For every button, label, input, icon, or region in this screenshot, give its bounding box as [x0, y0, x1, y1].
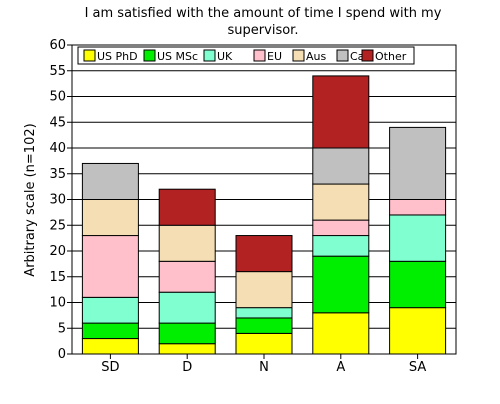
legend-label-uk: UK: [217, 50, 233, 63]
bar-segment-us-phd: [81, 338, 139, 355]
y-axis-label: Arbitrary scale (n=102): [23, 123, 38, 276]
legend-box: [77, 46, 415, 65]
y-tick-label: 10: [49, 296, 66, 311]
bar-segment-aus: [158, 224, 216, 262]
y-tick-label: 40: [49, 141, 66, 156]
y-tick-label: 20: [49, 244, 66, 259]
bar-segment-uk: [235, 307, 293, 319]
bar-segment-us-phd: [312, 312, 370, 355]
bar-segment-ca: [81, 162, 139, 200]
legend-swatch-uk: [203, 49, 216, 62]
legend-label-other: Other: [375, 50, 407, 63]
y-tick-label: 25: [49, 218, 66, 233]
bar-segment-us-phd: [235, 332, 293, 355]
y-tick-label: 60: [49, 38, 66, 53]
tick-labels: 0 5 10 15 20 25 30 35 40 45 50 55 60 SD D N A SA: [49, 38, 426, 375]
legend-swatch-aus: [292, 49, 305, 62]
bar-segment-ca: [312, 147, 370, 185]
x-tick-label: A: [336, 360, 345, 375]
x-tick-label: SA: [409, 360, 426, 375]
bar-segment-uk: [81, 296, 139, 324]
bar-segment-aus: [81, 199, 139, 237]
legend-swatch-ca: [336, 49, 349, 62]
plot-frame: [71, 44, 457, 355]
legend-label-eu: EU: [267, 50, 282, 63]
bar-segment-eu: [158, 260, 216, 293]
y-tick-label: 0: [58, 347, 66, 362]
chart-title-line-2: supervisor.: [228, 23, 299, 38]
bar-segment-us-msc: [312, 255, 370, 314]
legend-label-aus: Aus: [306, 50, 326, 63]
bar-segment-us-msc: [389, 260, 447, 309]
y-tick-label: 5: [58, 321, 66, 336]
y-tick-label: 50: [49, 90, 66, 105]
bar-segment-eu: [81, 235, 139, 298]
legend-label-us-phd: US PhD: [97, 50, 138, 63]
y-tick-label: 35: [49, 167, 66, 182]
bar-segment-ca: [389, 126, 447, 200]
bar-segment-other: [235, 235, 293, 273]
bar-segment-aus: [312, 183, 370, 221]
x-tick-label: SD: [101, 360, 119, 375]
y-tick-label: 45: [49, 115, 66, 130]
legend-swatch-us-phd: [83, 49, 96, 62]
bar-segment-us-phd: [158, 343, 216, 355]
axes: [67, 44, 457, 359]
bar-segment-us-msc: [158, 322, 216, 345]
bar-segment-us-msc: [81, 322, 139, 340]
chart-title-line-1: I am satisfied with the amount of time I…: [85, 6, 442, 21]
x-tick-label: D: [182, 360, 192, 375]
bar-segment-uk: [389, 214, 447, 262]
bar-segment-uk: [158, 291, 216, 324]
legend: US PhD US MSc UK EU Aus Ca Other: [77, 46, 415, 65]
y-tick-label: 30: [49, 193, 66, 208]
bar-segment-eu: [389, 199, 447, 216]
legend-swatch-eu: [253, 49, 266, 62]
bar-segment-other: [158, 188, 216, 226]
bar-segment-uk: [312, 235, 370, 257]
bar-segment-aus: [235, 271, 293, 309]
y-tick-label: 15: [49, 270, 66, 285]
legend-label-us-msc: US MSc: [157, 50, 198, 63]
bar-segment-eu: [312, 219, 370, 237]
bar-segment-us-phd: [389, 307, 447, 355]
y-tick-label: 55: [49, 64, 66, 79]
legend-swatch-us-msc: [143, 49, 156, 62]
bar-segment-other: [312, 75, 370, 149]
legend-swatch-other: [361, 49, 374, 62]
bar-segment-us-msc: [235, 317, 293, 334]
x-tick-label: N: [259, 360, 269, 375]
bar-group: [81, 75, 447, 355]
legend-label-ca: Ca: [350, 50, 364, 63]
